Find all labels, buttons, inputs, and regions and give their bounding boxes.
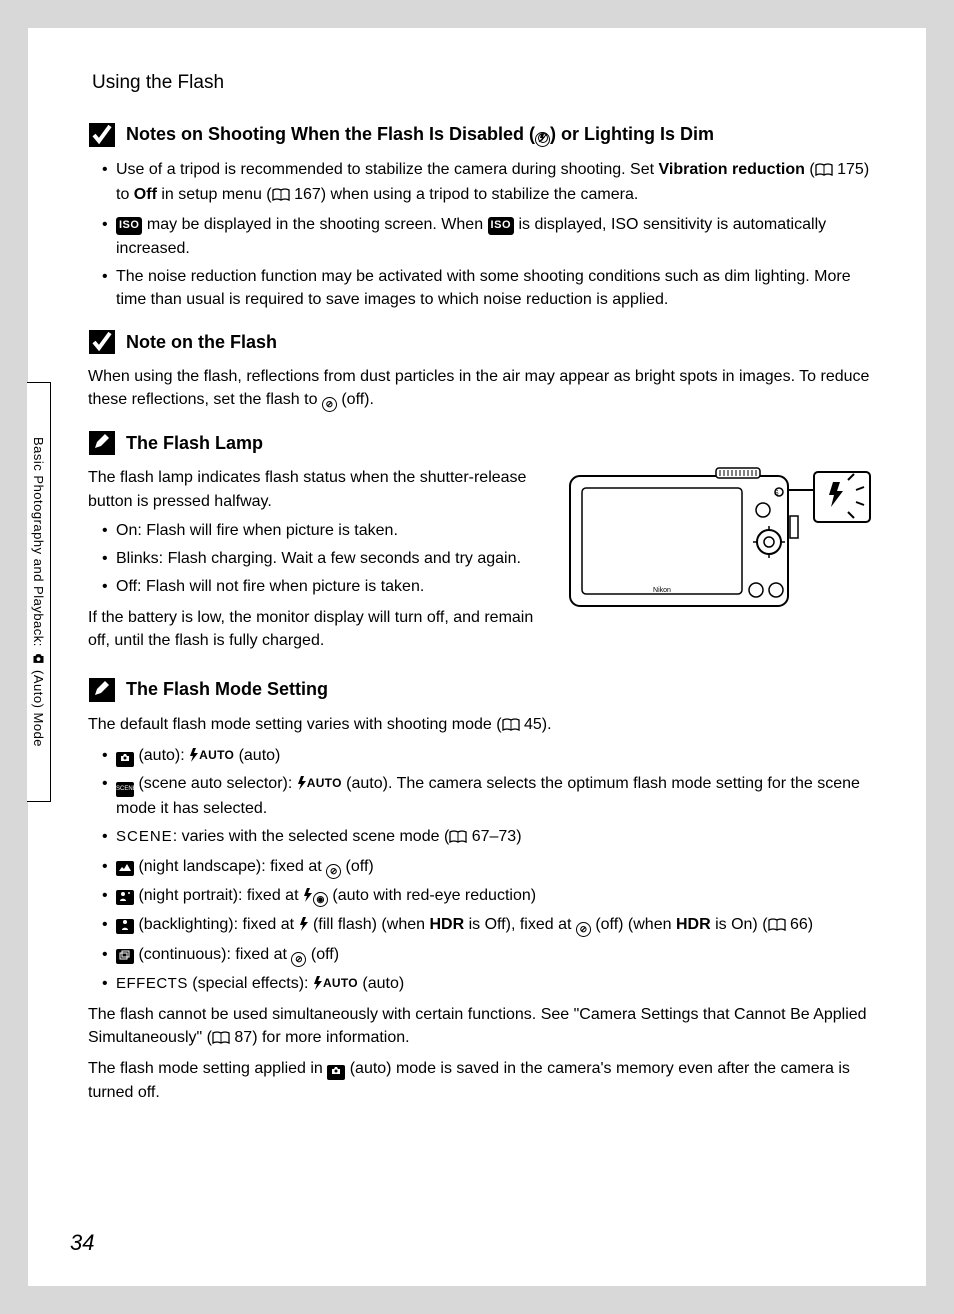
body-paragraph: If the battery is low, the monitor displ… bbox=[88, 606, 548, 652]
book-ref-icon bbox=[449, 827, 467, 850]
list-item: (continuous): fixed at ⊘ (off) bbox=[102, 943, 876, 967]
list-item: (night landscape): fixed at ⊘ (off) bbox=[102, 855, 876, 879]
book-ref-icon bbox=[272, 185, 290, 208]
list-item: ISO may be displayed in the shooting scr… bbox=[102, 213, 876, 259]
auto-label: AUTO bbox=[307, 776, 342, 790]
flash-off-icon: ⊘ bbox=[322, 397, 337, 412]
book-ref-icon bbox=[502, 715, 520, 738]
redeye-icon: ◉ bbox=[313, 892, 328, 907]
backlighting-icon bbox=[116, 919, 134, 934]
continuous-icon bbox=[116, 949, 134, 964]
book-ref-icon bbox=[768, 915, 786, 938]
auto-label: AUTO bbox=[323, 976, 358, 990]
pencil-box-icon bbox=[88, 430, 116, 456]
auto-mode-icon bbox=[116, 752, 134, 767]
section-title: The Flash Mode Setting bbox=[126, 679, 328, 700]
section-title: Note on the Flash bbox=[126, 332, 277, 353]
side-tab-text-before: Basic Photography and Playback: bbox=[31, 437, 46, 647]
side-tab-text-after: (Auto) Mode bbox=[31, 670, 46, 747]
section-title: Notes on Shooting When the Flash Is Disa… bbox=[126, 124, 714, 147]
auto-label: AUTO bbox=[199, 748, 234, 762]
body-paragraph: The default flash mode setting varies wi… bbox=[88, 713, 876, 738]
list-item: Use of a tripod is recommended to stabil… bbox=[102, 158, 876, 208]
scene-auto-icon: SCENE bbox=[116, 782, 134, 797]
list-item: Off: Flash will not fire when picture is… bbox=[102, 575, 548, 598]
body-paragraph: The flash cannot be used simultaneously … bbox=[88, 1003, 876, 1051]
scene-label: SCENE bbox=[116, 828, 173, 845]
svg-text:Nikon: Nikon bbox=[653, 587, 671, 594]
book-ref-icon bbox=[815, 160, 833, 183]
list-item: Blinks: Flash charging. Wait a few secon… bbox=[102, 547, 548, 570]
flash-off-icon: ⊘ bbox=[326, 864, 341, 879]
flash-icon bbox=[303, 887, 313, 903]
manual-page: Using the Flash Basic Photography and Pl… bbox=[28, 28, 926, 1286]
flash-icon bbox=[189, 747, 199, 763]
section-title: The Flash Lamp bbox=[126, 433, 263, 454]
list-item: (auto): AUTO (auto) bbox=[102, 744, 876, 767]
body-paragraph: When using the flash, reflections from d… bbox=[88, 365, 876, 412]
pencil-box-icon bbox=[88, 677, 116, 703]
list-item: (night portrait): fixed at ◉ (auto with … bbox=[102, 884, 876, 907]
side-tab: Basic Photography and Playback: (Auto) M… bbox=[27, 382, 51, 802]
flash-off-icon: ⊘ bbox=[576, 922, 591, 937]
checkmark-box-icon bbox=[88, 122, 116, 148]
auto-mode-icon bbox=[327, 1065, 345, 1080]
night-portrait-icon bbox=[116, 890, 134, 905]
camera-illustration: Nikon S bbox=[566, 462, 876, 617]
page-number: 34 bbox=[70, 1230, 94, 1256]
list-item: (backlighting): fixed at (fill flash) (w… bbox=[102, 913, 876, 938]
section-notes-flash-disabled: Notes on Shooting When the Flash Is Disa… bbox=[88, 122, 876, 311]
flash-off-icon bbox=[535, 132, 550, 147]
section-note-flash: Note on the Flash When using the flash, … bbox=[88, 329, 876, 412]
chapter-title: Using the Flash bbox=[92, 72, 876, 94]
section-flash-mode-setting: The Flash Mode Setting The default flash… bbox=[88, 677, 876, 1104]
body-paragraph: The flash mode setting applied in (auto)… bbox=[88, 1057, 876, 1103]
camera-icon bbox=[31, 651, 46, 666]
list-item: SCENE: varies with the selected scene mo… bbox=[102, 825, 876, 850]
flash-icon bbox=[313, 975, 323, 991]
list-item: On: Flash will fire when picture is take… bbox=[102, 519, 548, 542]
svg-text:S: S bbox=[774, 490, 779, 497]
iso-icon: ISO bbox=[116, 217, 142, 235]
flash-off-icon: ⊘ bbox=[291, 952, 306, 967]
night-landscape-icon bbox=[116, 861, 134, 876]
list-item: SCENE (scene auto selector): AUTO (auto)… bbox=[102, 772, 876, 820]
checkmark-box-icon bbox=[88, 329, 116, 355]
effects-label: EFFECTS bbox=[116, 975, 188, 992]
body-paragraph: The flash lamp indicates flash status wh… bbox=[88, 466, 548, 512]
list-item: The noise reduction function may be acti… bbox=[102, 265, 876, 311]
book-ref-icon bbox=[212, 1028, 230, 1051]
flash-icon bbox=[299, 916, 309, 932]
flash-icon bbox=[297, 775, 307, 791]
list-item: EFFECTS (special effects): AUTO (auto) bbox=[102, 972, 876, 995]
iso-icon: ISO bbox=[488, 217, 514, 235]
section-flash-lamp: The Flash Lamp Nikon bbox=[88, 430, 876, 658]
